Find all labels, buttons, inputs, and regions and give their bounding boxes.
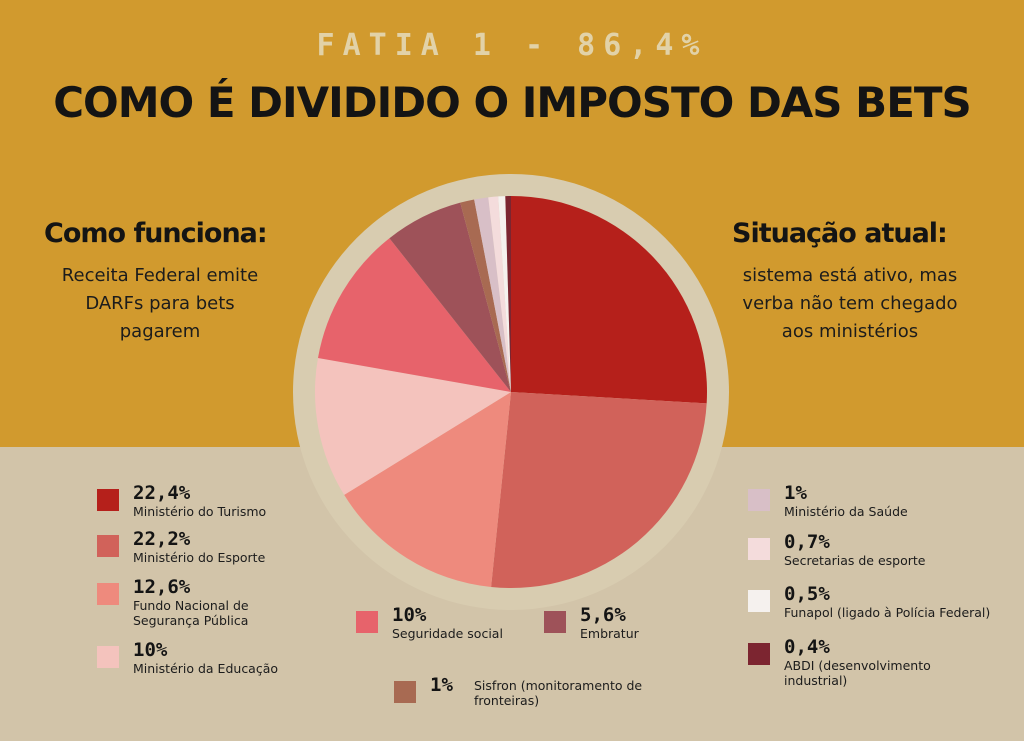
pie-slice	[460, 199, 511, 392]
pie-slice	[498, 196, 511, 392]
right-panel-text: sistema está ativo, mas verba não tem ch…	[722, 262, 978, 346]
pie-slice	[474, 197, 511, 392]
legend-label: Secretarias de esporte	[784, 553, 926, 568]
legend-label: Ministério do Turismo	[133, 504, 267, 519]
legend-label: Embratur	[580, 626, 639, 641]
legend-swatch	[748, 489, 770, 511]
right-panel-line: sistema está ativo, mas	[742, 265, 958, 286]
left-panel-text: Receita Federal emite DARFs para bets pa…	[40, 262, 280, 346]
left-panel-line: Receita Federal emite	[61, 265, 259, 286]
legend-swatch	[97, 535, 119, 557]
legend-value: 10%	[392, 604, 427, 626]
pie-slice	[491, 392, 707, 589]
legend-label: Fundo Nacional de Segurança Pública	[133, 598, 249, 628]
kicker-label: FATIA 1 - 86,4%	[316, 28, 708, 63]
legend-label: Sisfron (monitoramento de fronteiras)	[474, 678, 643, 708]
left-panel-heading: Como funciona:	[44, 218, 268, 249]
legend-swatch	[97, 646, 119, 668]
legend-swatch	[97, 583, 119, 605]
left-panel-line: pagarem	[119, 321, 201, 342]
pie-slice	[317, 238, 511, 392]
legend-value: 0,7%	[784, 531, 830, 553]
legend-swatch	[748, 643, 770, 665]
pie-slice	[344, 392, 511, 587]
legend-value: 0,5%	[784, 583, 830, 605]
legend-value: 1%	[430, 674, 453, 696]
left-panel-line: DARFs para bets	[85, 293, 235, 314]
pie-slice	[505, 195, 511, 392]
legend-value: 0,4%	[784, 636, 830, 658]
legend-swatch	[394, 681, 416, 703]
pie-slice	[488, 196, 511, 392]
legend-label: Ministério da Educação	[133, 661, 279, 676]
legend-label: Funapol (ligado à Polícia Federal)	[784, 605, 991, 620]
right-panel-line: verba não tem chegado	[742, 293, 958, 314]
pie-slices	[315, 195, 708, 589]
legend-value: 12,6%	[133, 576, 191, 598]
pie-slice	[315, 357, 511, 495]
legend-value: 10%	[133, 639, 168, 661]
pie-slice	[389, 202, 511, 392]
legend-value: 22,2%	[133, 528, 191, 550]
right-panel-line: aos ministérios	[781, 321, 919, 342]
legend-value: 1%	[784, 482, 807, 504]
legend-label: Ministério do Esporte	[133, 550, 266, 565]
legend-swatch	[356, 611, 378, 633]
legend-value: 22,4%	[133, 482, 191, 504]
legend-value: 5,6%	[580, 604, 626, 626]
page-title: COMO É DIVIDIDO O IMPOSTO DAS BETS	[53, 78, 972, 127]
legend-swatch	[748, 590, 770, 612]
right-panel-heading: Situação atual:	[732, 218, 948, 249]
legend-label: ABDI (desenvolvimento industrial)	[784, 658, 931, 688]
legend-label: Seguridade social	[392, 626, 503, 641]
legend-swatch	[97, 489, 119, 511]
pie-slice	[511, 196, 708, 404]
legend-label: Ministério da Saúde	[784, 504, 908, 519]
legend-swatch	[748, 538, 770, 560]
legend-swatch	[544, 611, 566, 633]
